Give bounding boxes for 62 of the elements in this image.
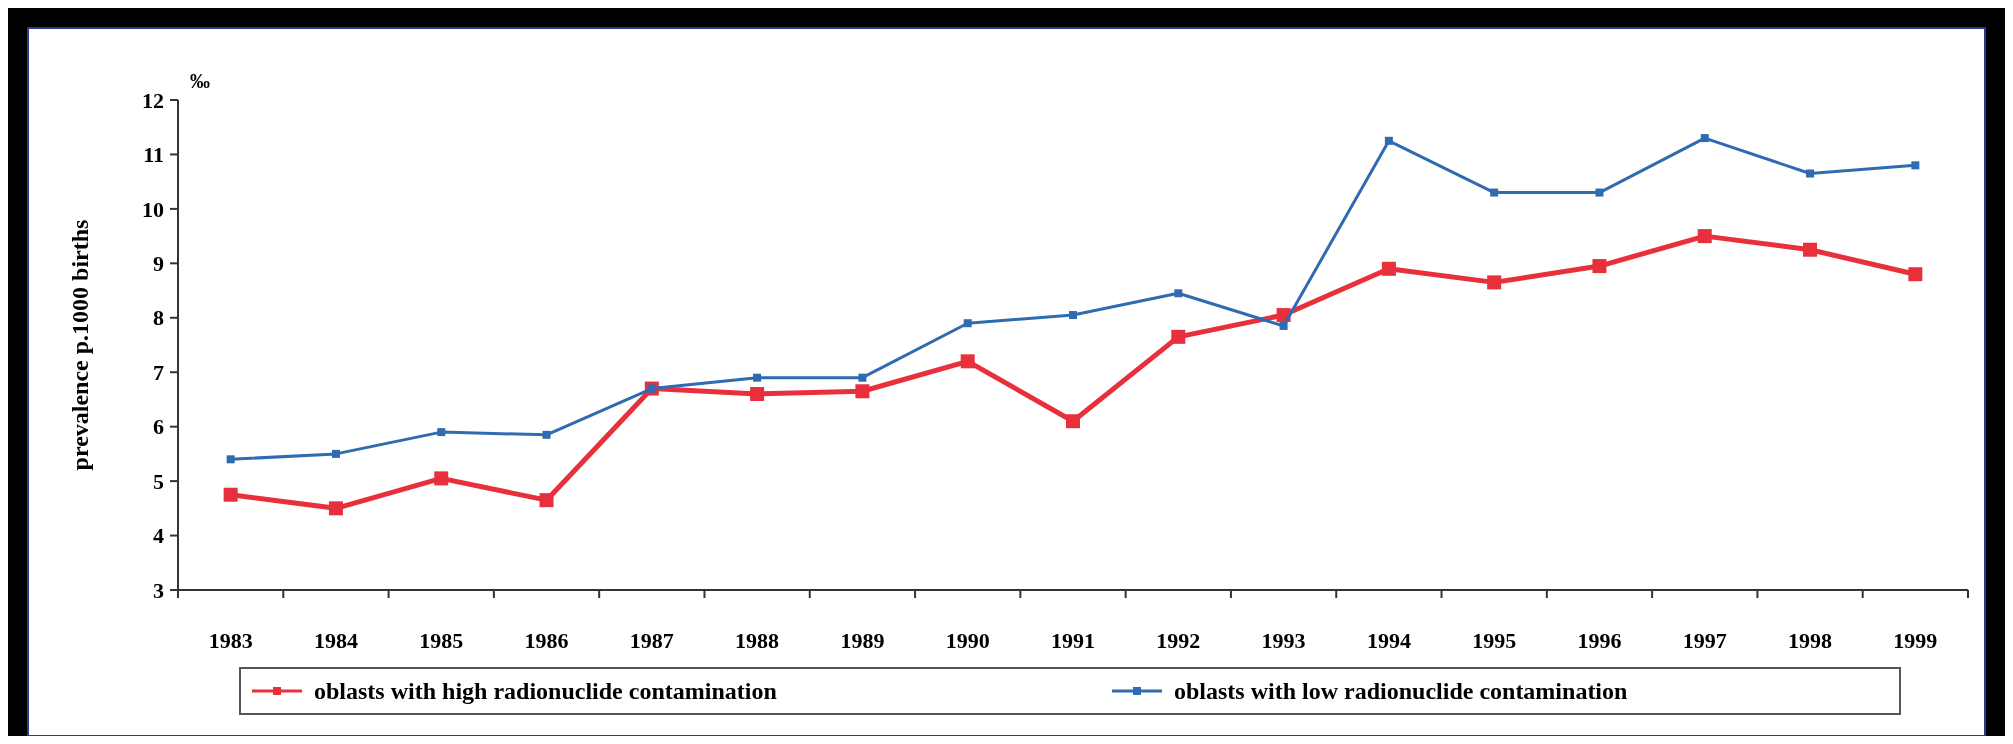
- x-tick-label: 1994: [1366, 628, 1411, 653]
- x-tick-label: 1995: [1472, 628, 1517, 653]
- x-tick-label: 1987: [629, 628, 674, 653]
- x-tick-label: 1985: [419, 628, 464, 653]
- y-tick-label: 12: [142, 87, 164, 113]
- point: [434, 471, 449, 486]
- point: [1066, 414, 1080, 429]
- point: [855, 384, 870, 399]
- y-tick-label: 11: [143, 142, 164, 168]
- point: [1911, 161, 1920, 170]
- x-tick-label: 1989: [840, 628, 885, 653]
- point: [1595, 188, 1604, 197]
- point: [1700, 134, 1709, 143]
- x-tick-label: 1986: [524, 628, 569, 653]
- point: [963, 319, 972, 328]
- x-tick-label: 1998: [1788, 628, 1833, 653]
- x-tick-label: 1983: [208, 628, 253, 653]
- x-tick-label: 1999: [1893, 628, 1938, 653]
- y-tick-label: 4: [153, 523, 164, 549]
- point: [1487, 275, 1502, 290]
- x-tick-label: 1990: [945, 628, 990, 653]
- text: ‰: [190, 70, 210, 92]
- y-tick-label: 6: [153, 414, 164, 440]
- x-tick-label: 1993: [1261, 628, 1306, 653]
- point: [750, 387, 765, 401]
- point: [960, 354, 975, 369]
- point: [1908, 267, 1923, 282]
- point: [1069, 311, 1077, 320]
- point: [1174, 289, 1183, 298]
- point: [328, 501, 343, 516]
- point: [1490, 188, 1499, 197]
- y-axis-title: prevalence p.1000 births: [67, 219, 93, 471]
- point: [1806, 169, 1815, 178]
- y-tick-label: 3: [153, 577, 164, 603]
- point: [226, 455, 235, 464]
- point: [858, 373, 867, 382]
- point: [1384, 136, 1393, 145]
- y-tick-label: 9: [153, 251, 164, 277]
- point: [437, 428, 446, 437]
- x-tick-label: 1984: [313, 628, 358, 653]
- point: [331, 449, 340, 458]
- x-tick-label: 1997: [1682, 628, 1727, 653]
- point: [1279, 321, 1288, 330]
- point: [1592, 259, 1607, 274]
- y-tick-label: 5: [153, 468, 164, 494]
- y-tick-label: 10: [142, 196, 164, 222]
- point: [539, 493, 554, 508]
- point: [1803, 242, 1818, 257]
- point: [223, 487, 238, 502]
- point: [1171, 329, 1186, 344]
- x-tick-label: 1991: [1051, 628, 1095, 653]
- y-tick-label: 8: [153, 305, 164, 331]
- point: [542, 430, 551, 439]
- x-tick-label: 1996: [1577, 628, 1622, 653]
- legend-label: oblasts with high radionuclide contamination: [314, 678, 777, 705]
- x-tick-label: 1992: [1156, 628, 1201, 653]
- legend-label: oblasts with low radionuclide contamination: [1174, 678, 1628, 705]
- y-tick-label: 7: [153, 359, 164, 385]
- point: [1381, 261, 1396, 276]
- point: [753, 373, 762, 382]
- point: [1697, 229, 1712, 244]
- x-tick-label: 1988: [735, 628, 780, 653]
